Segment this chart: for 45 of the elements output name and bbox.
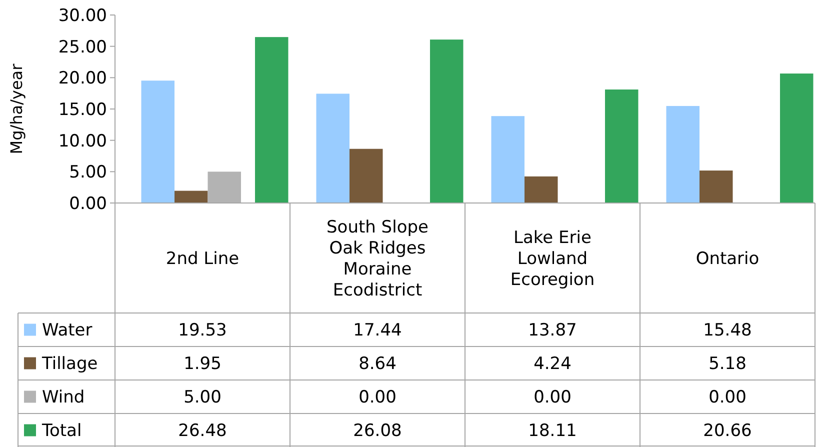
y-tick-label: 20.00 xyxy=(58,68,107,89)
bar xyxy=(174,190,208,203)
y-tick-label: 10.00 xyxy=(58,131,107,152)
bar xyxy=(666,106,700,203)
bar xyxy=(255,37,288,203)
data-label: 18.11 xyxy=(528,421,577,442)
data-label: 5.00 xyxy=(184,388,222,408)
y-tick-label: 0.00 xyxy=(69,194,107,214)
data-label: 19.53 xyxy=(178,320,227,341)
bar xyxy=(700,170,733,203)
bar xyxy=(141,80,174,203)
legend-label: Tillage xyxy=(41,354,98,374)
x-tick-label: South Slope Oak Ridges Moraine Ecodistrict xyxy=(326,217,428,300)
bar xyxy=(491,116,524,203)
data-label: 20.66 xyxy=(703,421,752,442)
y-tick-label: 25.00 xyxy=(58,37,107,58)
y-tick-label: 15.00 xyxy=(58,100,107,120)
data-label: 5.18 xyxy=(708,354,746,374)
bar xyxy=(430,40,464,203)
bar xyxy=(780,74,814,203)
data-label: 0.00 xyxy=(708,388,746,408)
data-label: 0.00 xyxy=(534,388,572,408)
bar xyxy=(605,90,638,203)
legend-label: Water xyxy=(42,320,92,341)
legend-label: Total xyxy=(41,421,82,442)
data-label: 4.24 xyxy=(534,354,572,374)
legend-label: Wind xyxy=(42,388,85,408)
bar xyxy=(350,148,383,203)
x-tick-label: Lake Erie Lowland Ecoregion xyxy=(510,228,595,290)
data-label: 1.95 xyxy=(184,354,222,374)
y-tick-label: 5.00 xyxy=(69,162,107,183)
data-label: 0.00 xyxy=(358,388,396,408)
data-label: 8.64 xyxy=(358,354,396,374)
bar xyxy=(208,172,241,203)
y-tick-label: 30.00 xyxy=(58,6,107,26)
x-tick-label: 2nd Line xyxy=(166,248,240,269)
data-label: 17.44 xyxy=(353,320,402,341)
data-label: 26.08 xyxy=(353,421,402,442)
bar xyxy=(524,176,558,203)
bar xyxy=(316,94,350,203)
data-label: 26.48 xyxy=(178,421,227,442)
data-label: 13.87 xyxy=(528,320,577,341)
y-axis-title: Mg/ha/year xyxy=(7,63,26,154)
data-label: 15.48 xyxy=(703,320,752,341)
x-tick-label: Ontario xyxy=(696,248,760,269)
